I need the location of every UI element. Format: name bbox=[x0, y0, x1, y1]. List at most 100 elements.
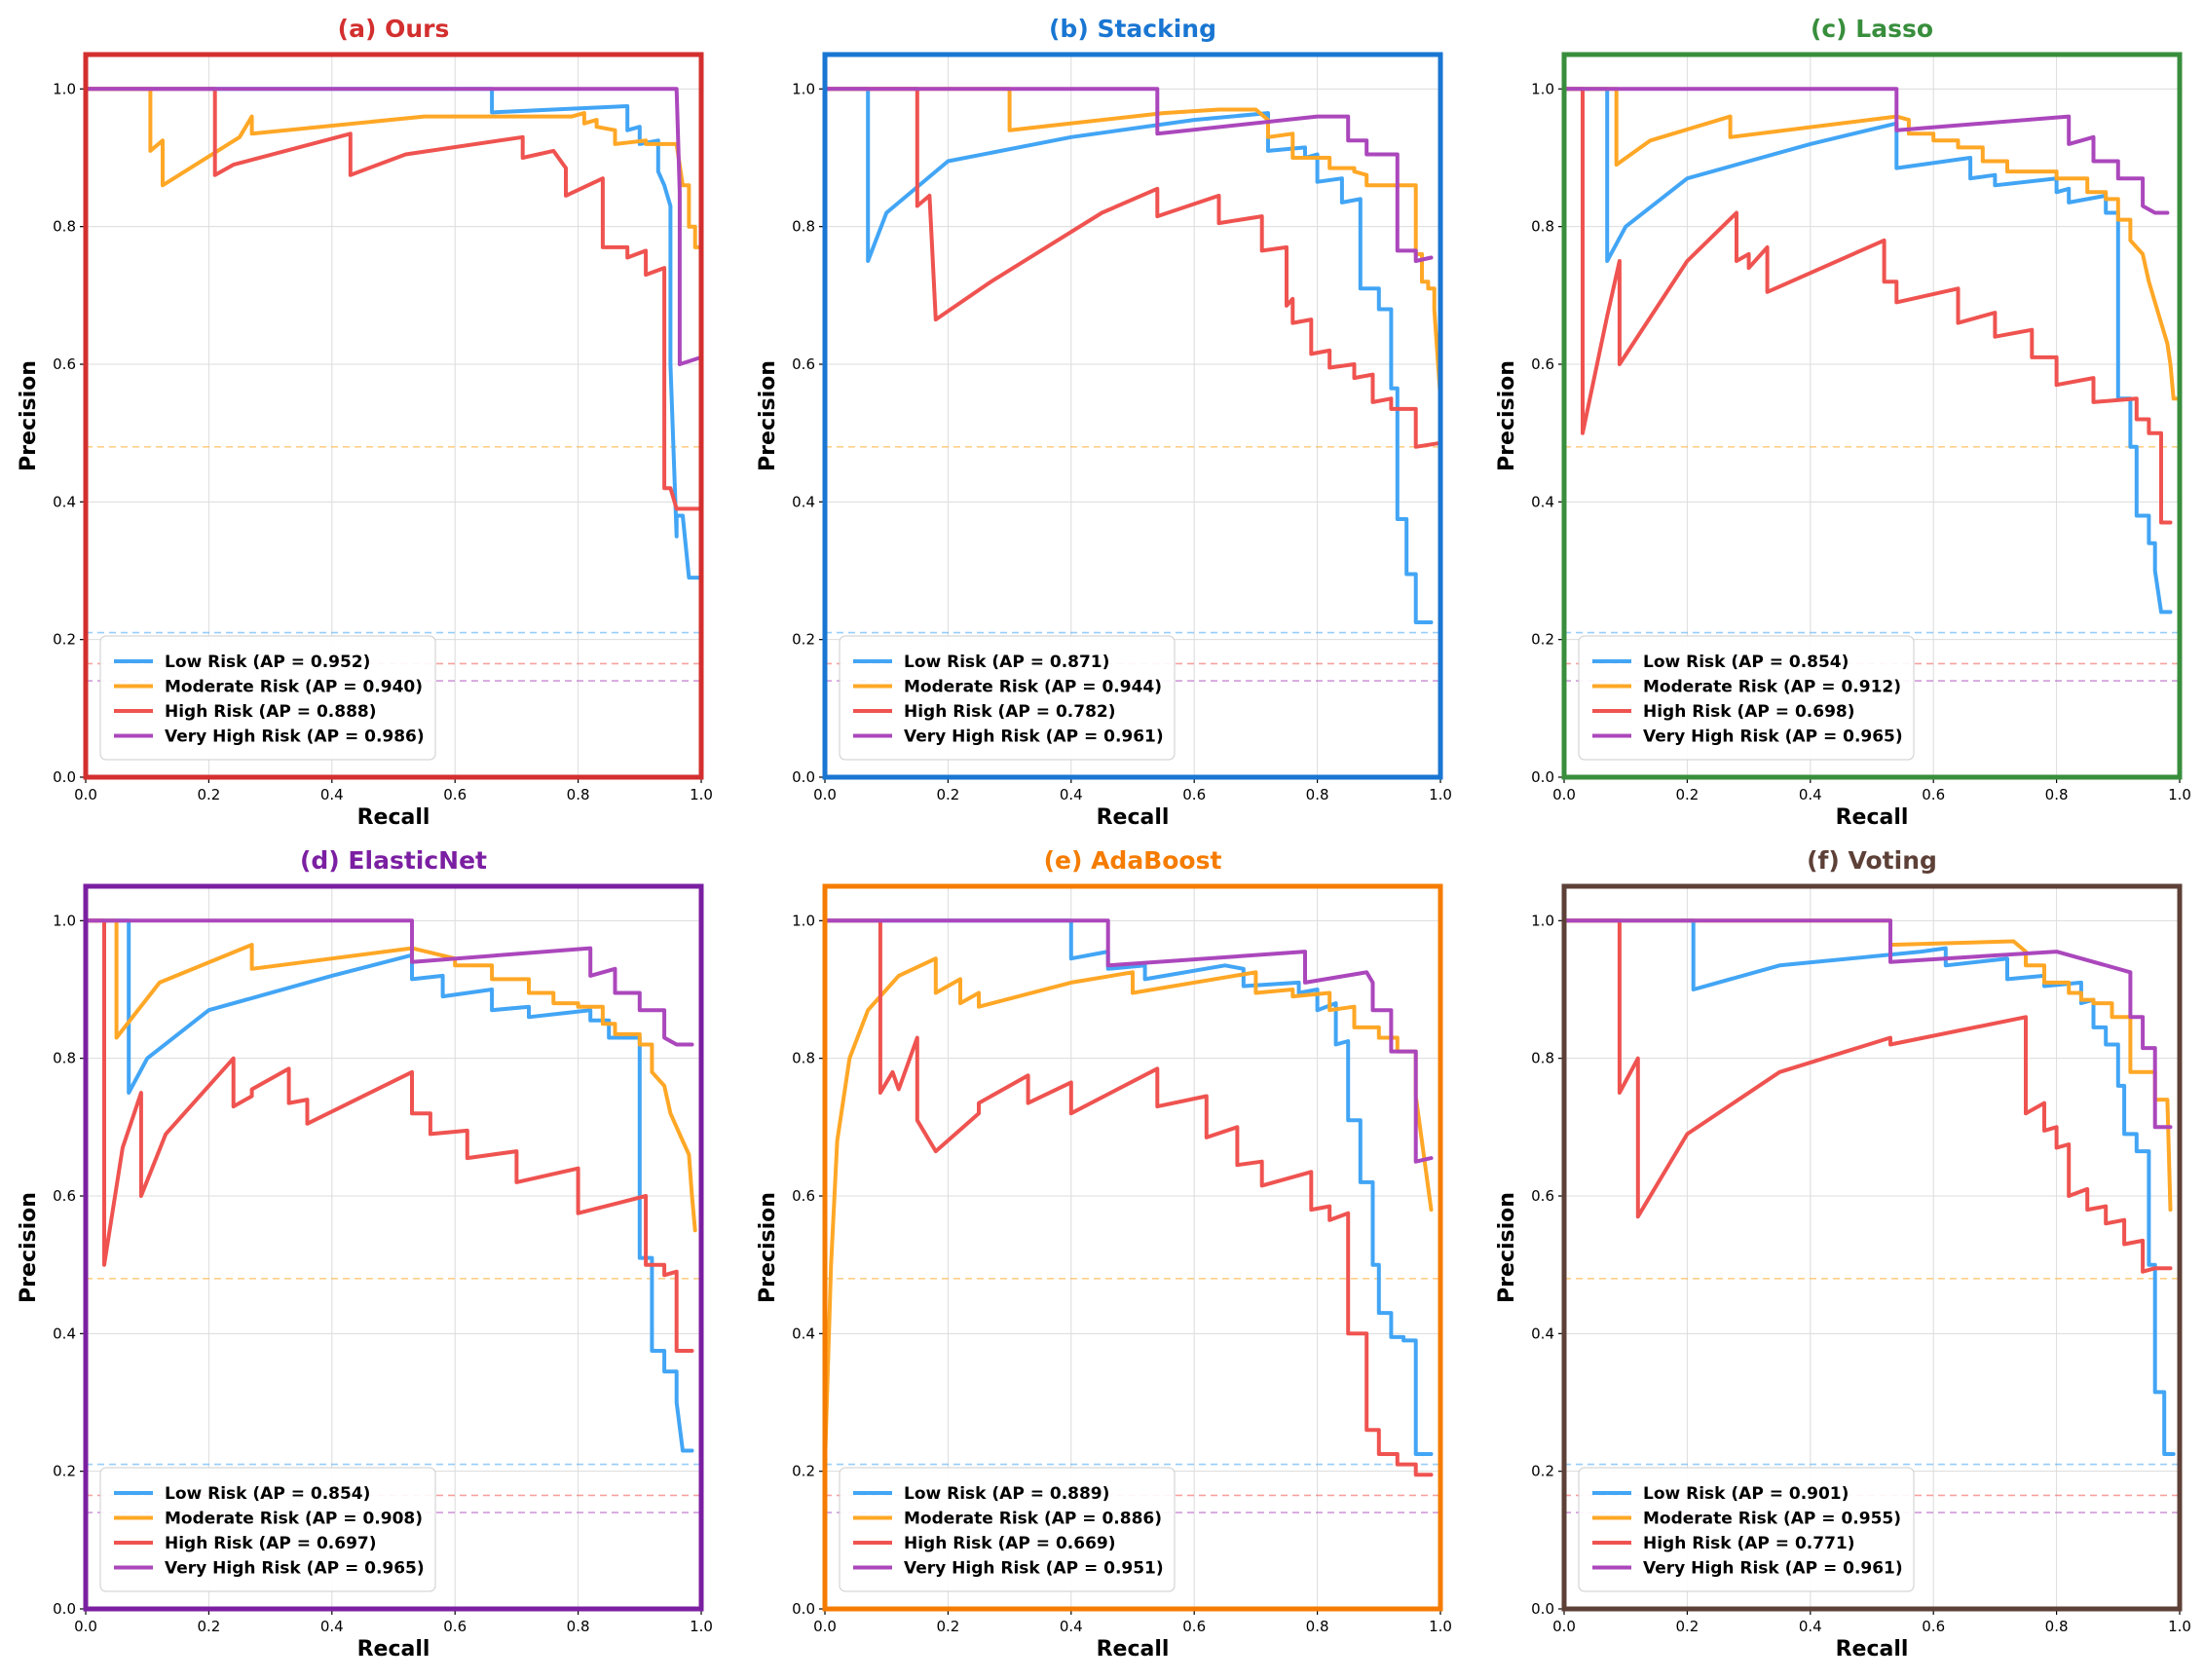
pr-curve-very-high bbox=[1562, 918, 2173, 1130]
pr-curve-high bbox=[1562, 87, 2173, 525]
legend-label: Low Risk (AP = 0.889) bbox=[904, 1484, 1109, 1504]
y-tick-label: 0.2 bbox=[53, 1463, 76, 1480]
x-tick-label: 0.2 bbox=[1675, 1618, 1699, 1635]
x-tick-label: 0.6 bbox=[1922, 1618, 1945, 1635]
x-tick-label: 1.0 bbox=[690, 1618, 713, 1635]
x-tick-label: 0.2 bbox=[197, 1618, 220, 1635]
x-tick-label: 0.6 bbox=[1182, 786, 1206, 803]
pr-curve-moderate bbox=[823, 956, 1434, 1467]
y-tick-label: 0.6 bbox=[792, 1187, 815, 1205]
legend-label: Very High Risk (AP = 0.961) bbox=[904, 728, 1164, 747]
pr-curve-very-high bbox=[84, 87, 703, 366]
x-tick-label: 1.0 bbox=[2168, 786, 2191, 803]
x-axis-label: Recall bbox=[1836, 805, 1909, 830]
y-tick-label: 0.4 bbox=[53, 493, 76, 510]
x-tick-label: 0.6 bbox=[443, 786, 467, 803]
x-tick-label: 0.0 bbox=[1552, 1618, 1576, 1635]
chart-panel-0: (a) Ours 0.0 0.2 0.4 0.6 0.8 1.0 0.0 0.2 0.4 0.6 0.… bbox=[17, 15, 713, 830]
legend-label: Moderate Risk (AP = 0.940) bbox=[165, 678, 423, 697]
x-axis-label: Recall bbox=[357, 805, 430, 830]
x-tick-label: 0.8 bbox=[1306, 1618, 1329, 1635]
x-tick-label: 0.6 bbox=[1922, 786, 1945, 803]
x-tick-label: 0.4 bbox=[1060, 786, 1083, 803]
legend-label: Low Risk (AP = 0.854) bbox=[165, 1484, 370, 1504]
chart-panel-3: (d) ElasticNet 0.0 0.2 0.4 0.6 0.8 1.0 0.0 0.2 0.… bbox=[17, 846, 713, 1661]
x-axis-label: Recall bbox=[357, 1637, 430, 1661]
x-axis-label: Recall bbox=[1097, 805, 1170, 830]
legend bbox=[99, 1467, 436, 1592]
pr-curve-low bbox=[823, 87, 1434, 624]
y-tick-label: 0.8 bbox=[53, 1050, 76, 1067]
plot-frame bbox=[83, 883, 704, 1612]
y-tick-label: 0.2 bbox=[792, 631, 815, 649]
y-tick-label: 0.8 bbox=[1531, 218, 1554, 236]
pr-curve-low bbox=[84, 918, 694, 1453]
pr-curve-high bbox=[84, 918, 694, 1353]
x-tick-label: 0.8 bbox=[2045, 786, 2069, 803]
pr-curve-low bbox=[823, 918, 1434, 1456]
legend-label: Moderate Risk (AP = 0.955) bbox=[1643, 1510, 1901, 1529]
chart-title: (c) Lasso bbox=[1811, 15, 1933, 43]
y-tick-label: 0.6 bbox=[1531, 355, 1554, 373]
pr-curve-moderate bbox=[84, 87, 703, 249]
x-tick-label: 0.6 bbox=[443, 1618, 467, 1635]
legend bbox=[99, 635, 436, 761]
y-tick-label: 0.4 bbox=[53, 1325, 76, 1342]
x-tick-label: 1.0 bbox=[2168, 1618, 2191, 1635]
x-axis-label: Recall bbox=[1097, 1637, 1170, 1661]
chart-title: (a) Ours bbox=[338, 15, 450, 43]
legend bbox=[1578, 1467, 1915, 1592]
legend bbox=[839, 635, 1176, 761]
pr-curve-moderate bbox=[84, 918, 697, 1233]
y-tick-label: 0.0 bbox=[792, 768, 815, 786]
x-tick-label: 0.2 bbox=[197, 786, 220, 803]
x-tick-label: 0.4 bbox=[320, 786, 344, 803]
legend-label: Low Risk (AP = 0.854) bbox=[1643, 653, 1849, 672]
legend-label: Very High Risk (AP = 0.951) bbox=[904, 1559, 1164, 1579]
x-tick-label: 0.0 bbox=[1552, 786, 1576, 803]
chart-title: (b) Stacking bbox=[1049, 15, 1216, 43]
y-tick-label: 1.0 bbox=[792, 80, 815, 97]
pr-curve-moderate bbox=[1562, 87, 2179, 401]
y-axis-label: Precision bbox=[756, 1192, 780, 1303]
x-tick-label: 0.2 bbox=[936, 1618, 959, 1635]
y-tick-label: 0.2 bbox=[1531, 1463, 1554, 1480]
x-tick-label: 0.4 bbox=[1060, 1618, 1083, 1635]
pr-curve-high bbox=[823, 87, 1439, 449]
pr-curve-high bbox=[823, 918, 1434, 1477]
pr-curve-low bbox=[1562, 918, 2176, 1456]
y-tick-label: 0.0 bbox=[53, 768, 76, 786]
chart-panel-4: (e) AdaBoost 0.0 0.2 0.4 0.6 0.8 1.0 0.0 0.2 0.4 0… bbox=[756, 846, 1452, 1661]
pr-curve-very-high bbox=[823, 87, 1434, 263]
y-tick-label: 0.0 bbox=[1531, 768, 1554, 786]
chart-panel-2: (c) Lasso 0.0 0.2 0.4 0.6 0.8 1.0 0.0 0.2 0.4 0.6 0… bbox=[1495, 15, 2191, 830]
y-tick-label: 1.0 bbox=[792, 912, 815, 929]
y-axis-label: Precision bbox=[1495, 1192, 1519, 1303]
legend-label: Moderate Risk (AP = 0.886) bbox=[904, 1510, 1162, 1529]
pr-curve-moderate bbox=[1562, 918, 2173, 1213]
plot-frame bbox=[1561, 52, 2183, 780]
legend-label: High Risk (AP = 0.771) bbox=[1643, 1534, 1855, 1553]
x-tick-label: 0.8 bbox=[1306, 786, 1329, 803]
y-tick-label: 0.0 bbox=[792, 1600, 815, 1618]
x-tick-label: 0.2 bbox=[936, 786, 959, 803]
y-tick-label: 0.8 bbox=[1531, 1050, 1554, 1067]
legend-label: Low Risk (AP = 0.901) bbox=[1643, 1484, 1849, 1504]
legend-label: Moderate Risk (AP = 0.944) bbox=[904, 678, 1162, 697]
x-tick-label: 0.0 bbox=[74, 1618, 97, 1635]
y-tick-label: 0.6 bbox=[53, 1187, 76, 1205]
legend-label: Very High Risk (AP = 0.986) bbox=[165, 728, 425, 747]
legend-label: Very High Risk (AP = 0.961) bbox=[1643, 1559, 1903, 1579]
x-axis-label: Recall bbox=[1836, 1637, 1909, 1661]
plot-frame bbox=[1561, 883, 2183, 1612]
x-tick-label: 0.8 bbox=[567, 1618, 590, 1635]
chart-title: (e) AdaBoost bbox=[1044, 846, 1222, 875]
y-tick-label: 0.2 bbox=[792, 1463, 815, 1480]
x-tick-label: 0.0 bbox=[813, 1618, 837, 1635]
y-tick-label: 1.0 bbox=[1531, 80, 1554, 97]
legend bbox=[839, 1467, 1176, 1592]
x-tick-label: 0.4 bbox=[1799, 786, 1822, 803]
legend-label: High Risk (AP = 0.697) bbox=[165, 1534, 377, 1553]
legend-label: Moderate Risk (AP = 0.908) bbox=[165, 1510, 423, 1529]
y-tick-label: 0.4 bbox=[792, 493, 815, 510]
